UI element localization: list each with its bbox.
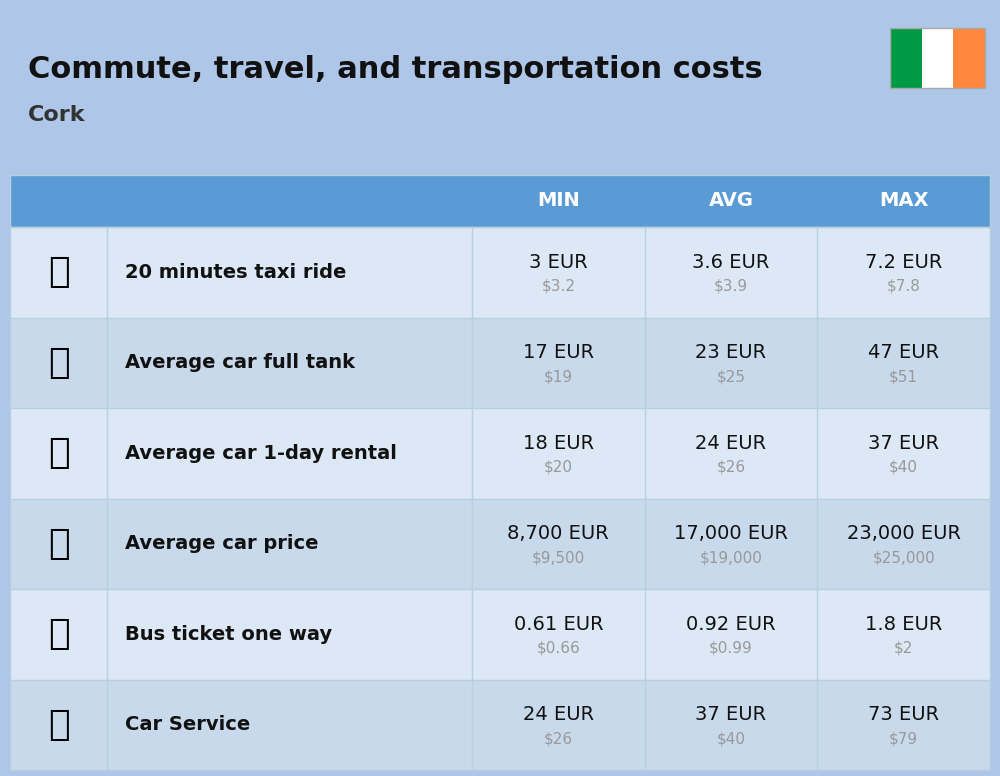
Text: 18 EUR: 18 EUR <box>523 434 594 452</box>
Text: $79: $79 <box>889 731 918 747</box>
Text: $0.66: $0.66 <box>536 641 580 656</box>
Text: $26: $26 <box>716 459 746 475</box>
Text: Average car 1-day rental: Average car 1-day rental <box>125 444 397 462</box>
Text: 17 EUR: 17 EUR <box>523 343 594 362</box>
Text: $2: $2 <box>894 641 913 656</box>
Text: $25: $25 <box>716 369 746 384</box>
Text: 7.2 EUR: 7.2 EUR <box>865 253 942 272</box>
Text: 8,700 EUR: 8,700 EUR <box>507 525 609 543</box>
Text: 37 EUR: 37 EUR <box>868 434 939 452</box>
Text: 3.6 EUR: 3.6 EUR <box>692 253 770 272</box>
Text: $25,000: $25,000 <box>872 550 935 565</box>
Text: 20 minutes taxi ride: 20 minutes taxi ride <box>125 263 346 282</box>
Bar <box>10 317 990 408</box>
Text: $26: $26 <box>544 731 573 747</box>
Text: MAX: MAX <box>879 192 928 210</box>
Text: 🚕: 🚕 <box>48 255 69 289</box>
Text: AVG: AVG <box>708 192 754 210</box>
Text: $3.9: $3.9 <box>714 279 748 294</box>
Bar <box>10 227 990 317</box>
Bar <box>10 498 990 589</box>
Text: 0.61 EUR: 0.61 EUR <box>514 615 603 634</box>
Text: $19: $19 <box>544 369 573 384</box>
Bar <box>10 175 990 227</box>
Text: 🛢: 🛢 <box>48 346 69 379</box>
Text: 23 EUR: 23 EUR <box>695 343 767 362</box>
Bar <box>922 28 953 88</box>
Text: Cork: Cork <box>28 105 86 125</box>
Text: $20: $20 <box>544 459 573 475</box>
Text: 🚌: 🚌 <box>48 617 69 651</box>
Text: $9,500: $9,500 <box>532 550 585 565</box>
Text: 23,000 EUR: 23,000 EUR <box>847 525 961 543</box>
Text: Average car price: Average car price <box>125 534 318 553</box>
Text: 73 EUR: 73 EUR <box>868 705 939 724</box>
Text: Commute, travel, and transportation costs: Commute, travel, and transportation cost… <box>28 55 763 84</box>
Text: 17,000 EUR: 17,000 EUR <box>674 525 788 543</box>
Text: Bus ticket one way: Bus ticket one way <box>125 625 332 644</box>
Text: $3.2: $3.2 <box>541 279 575 294</box>
Text: MIN: MIN <box>537 192 580 210</box>
Bar <box>890 28 922 88</box>
Text: $0.99: $0.99 <box>709 641 753 656</box>
Text: 24 EUR: 24 EUR <box>523 705 594 724</box>
Text: 1.8 EUR: 1.8 EUR <box>865 615 942 634</box>
Bar <box>890 28 985 88</box>
Bar <box>10 408 990 498</box>
Text: $40: $40 <box>716 731 746 747</box>
Bar <box>10 589 990 680</box>
Text: Average car full tank: Average car full tank <box>125 353 355 372</box>
Text: 🚗: 🚗 <box>48 527 69 561</box>
Text: 24 EUR: 24 EUR <box>695 434 767 452</box>
Text: $19,000: $19,000 <box>700 550 762 565</box>
Text: $51: $51 <box>889 369 918 384</box>
Text: 🔧: 🔧 <box>48 708 69 742</box>
Text: $40: $40 <box>889 459 918 475</box>
Text: 0.92 EUR: 0.92 EUR <box>686 615 776 634</box>
Text: 🔑: 🔑 <box>48 436 69 470</box>
Text: Car Service: Car Service <box>125 715 250 734</box>
Bar <box>953 28 985 88</box>
Text: $7.8: $7.8 <box>887 279 921 294</box>
Text: 37 EUR: 37 EUR <box>695 705 767 724</box>
Text: 47 EUR: 47 EUR <box>868 343 939 362</box>
Bar <box>10 680 990 770</box>
Text: 3 EUR: 3 EUR <box>529 253 588 272</box>
